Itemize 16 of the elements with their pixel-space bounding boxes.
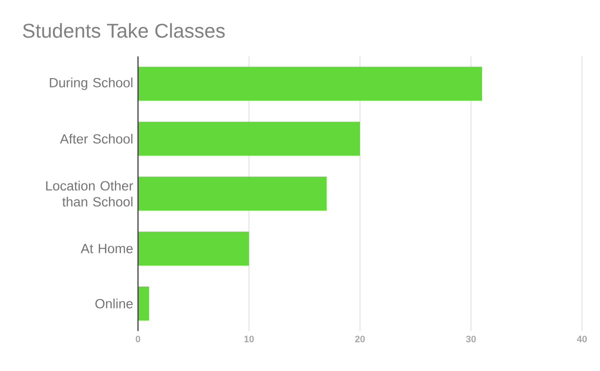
y-tick-label: Online: [95, 298, 133, 308]
x-tick-label: 10: [244, 336, 254, 342]
bar: [138, 232, 250, 266]
y-tick-label: During School: [50, 78, 132, 90]
x-tick-label: 20: [355, 336, 365, 342]
bar: [138, 122, 360, 156]
bar: [138, 176, 327, 211]
bar: [138, 66, 482, 101]
bar: [138, 286, 150, 321]
chart-title: Students Take Classes: [22, 23, 225, 38]
y-tick-label: Location Other than School: [46, 180, 134, 207]
x-tick-label: 40: [576, 336, 587, 342]
y-tick-label: At Home: [80, 244, 133, 254]
x-tick-label: 30: [466, 336, 476, 342]
x-tick-label: 0: [136, 336, 140, 342]
y-tick-label: After School: [60, 134, 132, 144]
